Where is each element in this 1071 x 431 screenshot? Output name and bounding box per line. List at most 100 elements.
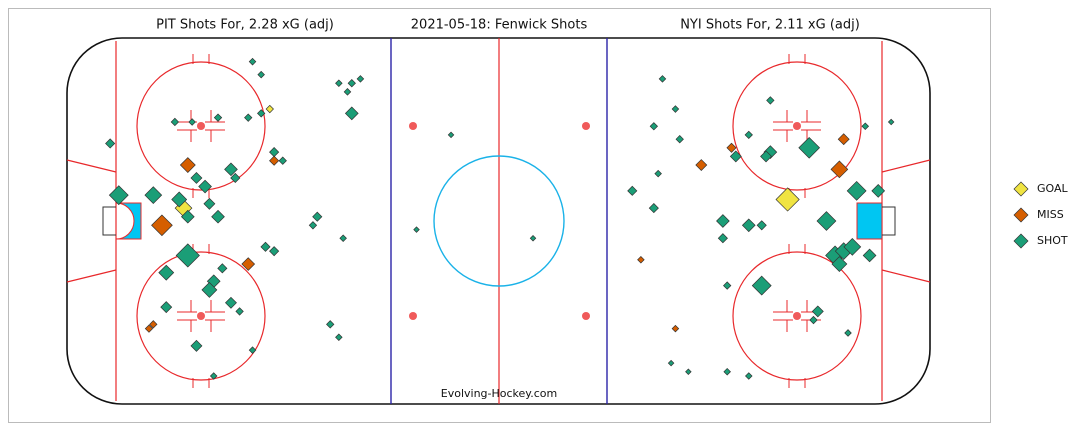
legend-label: MISS <box>1037 208 1064 221</box>
annotation: Evolving-Hockey.com <box>441 387 557 400</box>
shot-marker <box>648 203 659 214</box>
legend-label: SHOT <box>1037 234 1068 247</box>
shot-marker <box>809 315 818 325</box>
shot-marker <box>170 117 180 127</box>
left-label: PIT Shots For, 2.28 xG (adj) <box>156 18 334 33</box>
shot-marker <box>671 324 680 333</box>
shot-marker <box>887 118 895 126</box>
shot-marker <box>654 169 662 178</box>
shot-marker <box>861 122 870 131</box>
shot-marker <box>751 275 772 296</box>
shot-marker <box>244 113 253 122</box>
shot-marker <box>203 197 216 210</box>
shot-marker <box>209 372 218 380</box>
hash-marks <box>177 54 225 198</box>
faceoff-dot <box>197 122 205 130</box>
shot-marker <box>716 214 730 228</box>
shot-marker <box>667 359 675 367</box>
shot-marker <box>843 237 862 256</box>
shot-marker <box>201 281 218 298</box>
shot-marker <box>230 172 241 184</box>
shot-marker <box>723 281 732 290</box>
shot-marker <box>844 329 852 337</box>
shot-marker <box>671 105 680 113</box>
faceoff-dot <box>793 312 801 320</box>
frame <box>8 8 991 423</box>
shot-marker <box>816 211 837 231</box>
shot-marker <box>766 96 775 105</box>
shot-marker <box>160 301 173 314</box>
chart-title: 2021-05-18: Fenwick Shots <box>411 18 588 33</box>
shot-marker <box>269 155 280 166</box>
shot-marker <box>217 263 228 274</box>
shot-marker <box>798 136 821 159</box>
shot-marker <box>241 257 256 271</box>
shot-marker <box>723 367 731 376</box>
right-label: NYI Shots For, 2.11 xG (adj) <box>680 18 860 33</box>
legend-swatch <box>1013 181 1029 197</box>
shot-marker <box>265 104 274 114</box>
shot-marker <box>763 145 778 159</box>
shot-marker <box>830 160 849 179</box>
center-circle <box>433 155 565 287</box>
shot-marker <box>347 79 356 88</box>
faceoff-circle <box>136 251 266 381</box>
shot-marker <box>257 109 266 118</box>
shot-marker <box>225 296 237 309</box>
dot <box>582 312 590 320</box>
shot-marker <box>312 211 323 222</box>
shot-marker <box>529 234 537 242</box>
shot-marker <box>190 171 203 184</box>
shot-marker <box>717 233 728 244</box>
shot-marker <box>775 187 800 212</box>
faceoff-circle <box>136 61 266 191</box>
faceoff-circle <box>732 251 862 381</box>
legend-label: GOAL <box>1037 182 1069 195</box>
trapezoid <box>66 159 931 283</box>
dot <box>409 312 417 320</box>
shot-marker <box>871 184 886 198</box>
legend-swatch <box>1013 233 1029 249</box>
faceoff-dot <box>793 122 801 130</box>
shot-marker <box>224 162 238 177</box>
shot-marker <box>339 234 347 242</box>
shot-marker <box>248 346 257 354</box>
shot-marker <box>413 226 420 233</box>
net <box>102 206 896 236</box>
shot-marker <box>745 372 753 380</box>
shot-marker <box>726 142 737 153</box>
shot-marker <box>269 147 280 158</box>
shot-marker <box>695 159 708 171</box>
shot-marker <box>175 243 200 268</box>
shot-marker <box>158 264 175 281</box>
shot-marker <box>649 122 659 131</box>
shot-marker <box>151 214 173 237</box>
faceoff-dot <box>197 312 205 320</box>
shot-marker <box>257 70 265 79</box>
shot-marker <box>756 220 767 231</box>
shot-marker <box>447 131 455 139</box>
shot-marker <box>760 150 772 163</box>
shot-marker <box>675 135 684 144</box>
shot-marker <box>308 221 318 230</box>
shot-marker <box>335 79 343 87</box>
shot-marker <box>637 255 645 264</box>
shot-marker <box>837 133 850 146</box>
crease <box>115 202 142 240</box>
shot-marker <box>211 209 225 224</box>
shot-marker <box>213 113 223 122</box>
shot-marker <box>108 185 129 206</box>
shot-marker <box>811 305 824 318</box>
shot-marker <box>248 57 257 66</box>
shot-marker <box>862 248 877 263</box>
dot <box>409 122 417 130</box>
shot-marker <box>344 106 359 121</box>
shot-marker <box>149 320 158 329</box>
shot-marker <box>144 186 163 205</box>
rink <box>66 37 931 405</box>
crease <box>856 202 883 240</box>
shot-marker <box>198 179 212 194</box>
shot-marker <box>180 209 195 224</box>
faceoff-circles <box>136 54 862 388</box>
